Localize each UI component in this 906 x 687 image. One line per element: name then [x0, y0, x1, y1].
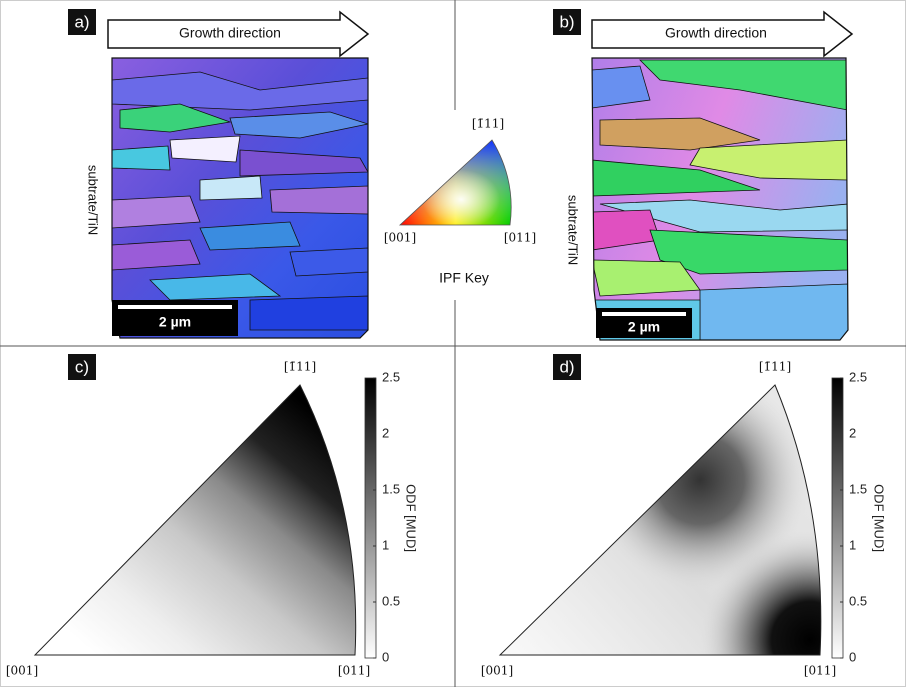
scale-bar-text: 2 µm [159, 314, 191, 330]
colorbar-tick-label: 0 [849, 649, 856, 664]
panel-label: c) [75, 357, 89, 376]
colorbar-bar [365, 378, 376, 658]
colorbar-tick-label: 1 [382, 537, 389, 552]
corner-label: [1̄11] [284, 360, 316, 374]
ipf-key [400, 140, 511, 225]
colorbar-tick-label: 1 [849, 537, 856, 552]
colorbar-tick-label: 0.5 [849, 593, 867, 608]
colorbar-label: ODF [MUD] [872, 484, 887, 552]
colorbar-bar [832, 378, 843, 658]
ebsd-map [592, 58, 848, 340]
ipf-corner: [011] [504, 231, 536, 245]
corner-label: [011] [804, 664, 836, 678]
side-label: subtrate/TiN [566, 195, 581, 265]
corner-label: [001] [6, 664, 38, 678]
arrow-text: Growth direction [179, 25, 281, 41]
corner-label: [1̄11] [759, 360, 791, 374]
colorbar-tick-label: 2 [382, 425, 389, 440]
scale-bar-text: 2 µm [628, 319, 660, 335]
panel-label: d) [559, 357, 574, 376]
colorbar-tick-label: 2 [849, 425, 856, 440]
colorbar-tick-label: 2.5 [849, 369, 867, 384]
colorbar-tick-label: 2.5 [382, 369, 400, 384]
colorbar-tick-label: 0.5 [382, 593, 400, 608]
ebsd-map [112, 58, 368, 340]
figure: a) Growth direction subtrate/TiN 2 µm [1… [0, 0, 906, 687]
odf-triangle [35, 385, 356, 655]
odf-triangle [500, 385, 821, 655]
ipf-title: IPF Key [439, 270, 489, 286]
colorbar-label: ODF [MUD] [404, 484, 419, 552]
corner-label: [011] [338, 664, 370, 678]
colorbar-tick-label: 1.5 [382, 481, 400, 496]
colorbar-tick-label: 1.5 [849, 481, 867, 496]
panel-label: a) [74, 12, 89, 31]
ipf-corner: [1̄11] [472, 117, 504, 131]
ipf-corner: [001] [384, 231, 416, 245]
corner-label: [001] [481, 664, 513, 678]
arrow-text: Growth direction [665, 25, 767, 41]
side-label: subtrate/TiN [86, 165, 101, 235]
colorbar-tick-label: 0 [382, 649, 389, 664]
colorbar: 0 0.5 1 1.5 2 2.5 [832, 369, 867, 664]
colorbar: 0 0.5 1 1.5 2 2.5 [365, 369, 400, 664]
panel-label: b) [559, 12, 574, 31]
